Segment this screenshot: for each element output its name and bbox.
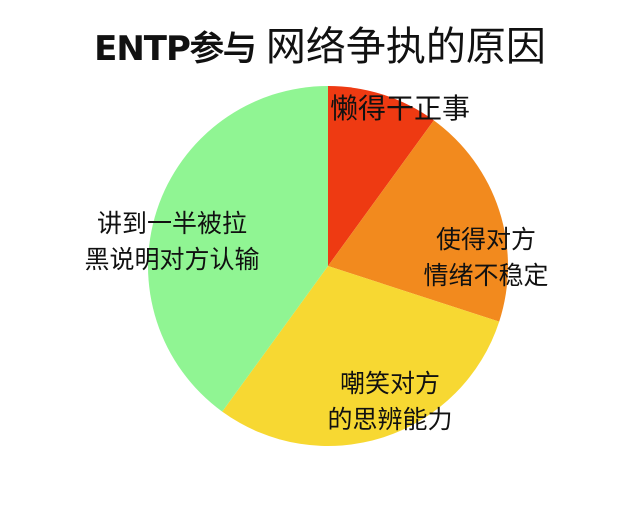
- title-part-1: ENTP参与: [94, 29, 257, 69]
- title-part-2: 网络争执的原因: [265, 24, 546, 70]
- slice-label: 情绪不稳定: [423, 261, 548, 290]
- pie-slice: [222, 266, 500, 447]
- chart-title: ENTP参与 网络争执的原因: [0, 14, 640, 72]
- slice-label: 使得对方: [436, 225, 536, 254]
- pie-slice: [328, 86, 434, 266]
- slice-label: 黑说明对方认输: [84, 245, 259, 274]
- slice-label: 懒得干正事: [330, 92, 470, 125]
- pie-slice: [328, 120, 509, 322]
- slice-label: 讲到一半被拉: [97, 209, 247, 238]
- slice-label: 嘲笑对方: [340, 369, 440, 398]
- slice-label: 的思辨能力: [327, 405, 452, 434]
- pie-slice: [148, 85, 328, 412]
